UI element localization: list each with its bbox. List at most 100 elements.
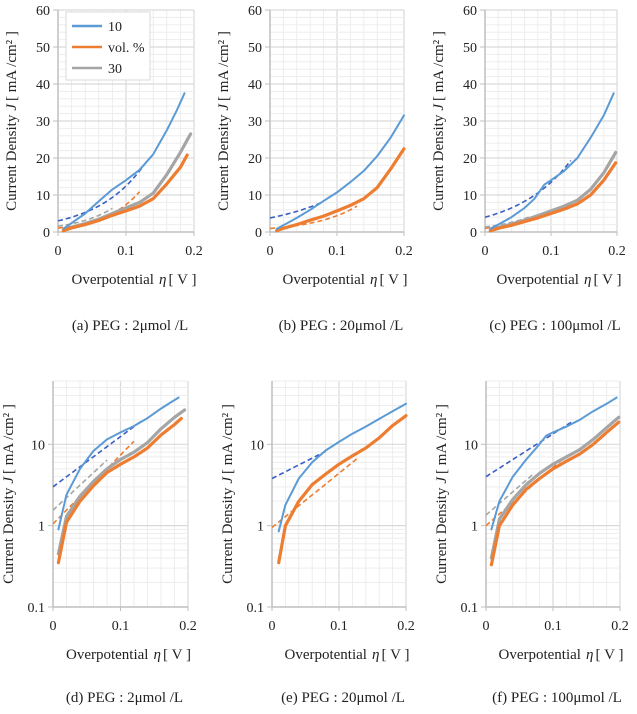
gridlines <box>485 9 618 232</box>
data-point <box>365 425 367 428</box>
chart-b: 0 10 20 30 40 50 60 0 0.1 0.2 Overpotential η[ V ] C… <box>216 4 413 334</box>
x-tick-label: 0.1 <box>544 619 562 634</box>
data-point <box>124 209 128 213</box>
data-point <box>98 200 100 203</box>
y-tick-label: 60 <box>248 4 262 19</box>
data-point <box>146 417 149 419</box>
data-point <box>362 197 365 200</box>
series-line-s10 <box>490 396 618 531</box>
fit-line-s10 <box>272 450 326 480</box>
data-point <box>617 416 620 419</box>
data-point <box>490 563 493 566</box>
data-point <box>297 500 300 503</box>
series-line-s10 <box>277 402 407 533</box>
y-tick-label: 60 <box>463 4 477 19</box>
data-point <box>146 441 149 444</box>
y-axis-label-unit: [ mA /cm² ] <box>220 404 236 474</box>
x-tick-label: 0 <box>55 244 62 259</box>
y-tick-label: 30 <box>36 115 50 130</box>
data-point <box>183 92 186 95</box>
data-point <box>363 170 365 172</box>
y-axis-label-symbol: J <box>216 103 232 111</box>
y-axis-label-unit: [ mA /cm² ] <box>4 31 20 101</box>
y-axis-label-text: Current Density <box>434 487 450 584</box>
data-point <box>589 136 592 139</box>
data-point <box>179 166 182 169</box>
data-point <box>376 186 379 189</box>
data-point <box>119 431 122 434</box>
panel-caption: (e) PEG : 20μmol /L <box>281 690 405 706</box>
data-point <box>545 434 548 437</box>
x-axis-label: Overpotential η[ V ] <box>285 647 410 663</box>
legend: 10 vol. % 30 <box>65 11 151 81</box>
x-tick-label: 0 <box>483 619 490 634</box>
data-point <box>309 219 312 222</box>
y-tick-label: 20 <box>248 152 262 167</box>
data-point <box>324 472 327 476</box>
y-axis-label-symbol: J <box>220 476 236 484</box>
fit-line-s10 <box>270 200 324 219</box>
data-point <box>177 396 180 399</box>
x-tick-label: 0.2 <box>185 244 203 259</box>
data-point <box>550 179 552 181</box>
data-point <box>349 204 352 207</box>
data-point <box>62 229 65 232</box>
x-axis-label-symbol: η <box>153 647 160 663</box>
data-point <box>111 214 114 217</box>
data-point <box>84 223 87 226</box>
x-axis-label-text: Overpotential <box>497 272 579 288</box>
chart-a: 0 10 20 30 40 50 60 0 0.1 0.2 Overpotential η[ V ] C… <box>4 4 203 334</box>
data-point <box>324 449 327 452</box>
data-point <box>92 480 95 483</box>
y-axis-label-symbol: J <box>4 103 20 111</box>
y-tick-label: 10 <box>464 438 478 453</box>
data-point <box>152 153 154 156</box>
y-tick-label: 50 <box>463 41 477 56</box>
data-point <box>183 408 186 412</box>
data-point <box>57 561 60 564</box>
data-point <box>159 433 163 437</box>
x-axis-label-unit: [ V ] <box>381 647 409 663</box>
data-point <box>97 219 101 222</box>
panel-caption: (d) PEG : 2μmol /L <box>66 690 183 706</box>
data-point <box>119 458 122 461</box>
data-point <box>351 454 354 458</box>
x-tick-label: 0.1 <box>112 619 130 634</box>
gridlines <box>270 9 405 232</box>
data-point <box>612 92 615 95</box>
data-point <box>79 468 81 470</box>
y-tick-label: 30 <box>463 115 477 130</box>
series-line-s10 <box>489 92 615 230</box>
gridlines <box>53 380 189 607</box>
y-tick-label: 1 <box>471 520 478 535</box>
data-point <box>565 460 568 463</box>
data-point <box>549 212 553 215</box>
y-tick-label: 60 <box>36 4 50 19</box>
data-point <box>84 212 86 215</box>
data-point <box>277 530 280 533</box>
x-axis-label-text: Overpotential <box>283 272 365 288</box>
data-point <box>576 157 579 159</box>
data-point <box>106 438 108 441</box>
data-point <box>105 467 109 470</box>
y-axis-label-unit: [ mA /cm² ] <box>431 31 447 101</box>
y-axis-label-text: Current Density <box>4 114 20 211</box>
data-point <box>602 171 605 174</box>
data-point <box>512 475 514 478</box>
plot-area <box>58 92 193 233</box>
chart-d: 0.1 1 10 0 0.1 0.2 Overpotential η[ V ] Current … <box>1 380 197 706</box>
data-point <box>549 209 553 213</box>
data-point <box>389 167 392 171</box>
x-tick-label: 0.2 <box>397 619 415 634</box>
data-point <box>402 147 406 150</box>
data-point <box>138 201 141 204</box>
data-point <box>349 181 352 183</box>
data-point <box>404 414 408 417</box>
data-point <box>614 161 617 164</box>
data-point <box>510 216 513 218</box>
data-point <box>605 431 608 434</box>
data-point <box>538 472 541 475</box>
data-point <box>179 151 182 154</box>
data-point <box>335 209 339 213</box>
